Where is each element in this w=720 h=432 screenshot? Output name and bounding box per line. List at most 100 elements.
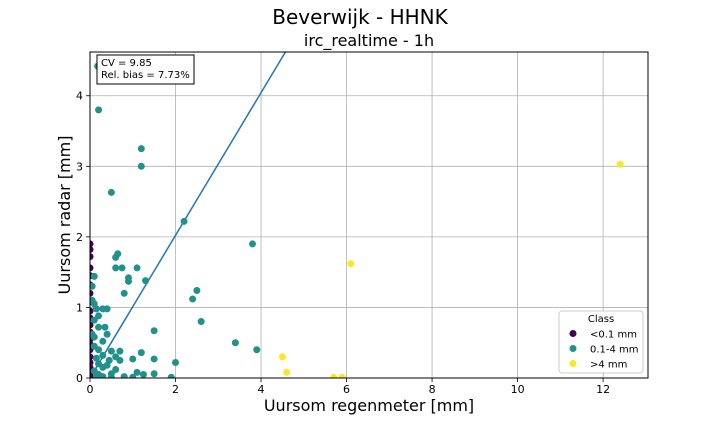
- data-point-0-1-to-4: [150, 370, 158, 378]
- data-point-0-1-to-4: [129, 355, 137, 363]
- data-point-0-1-to-4: [133, 368, 141, 376]
- legend-marker: [569, 360, 577, 367]
- data-point-lt-0-1: [90, 307, 94, 315]
- data-point-0-1-to-4: [99, 337, 107, 345]
- data-point-0-1-to-4: [253, 346, 261, 354]
- data-point-0-1-to-4: [139, 370, 147, 378]
- data-point-0-1-to-4: [95, 323, 103, 331]
- data-point-0-1-to-4: [120, 373, 128, 378]
- annotation-box: CV = 9.85 Rel. bias = 7.73%: [96, 54, 195, 85]
- data-point-0-1-to-4: [137, 349, 145, 357]
- annotation-frame: [96, 54, 195, 85]
- legend-label: 0.1-4 mm: [590, 345, 639, 356]
- data-point-0-1-to-4: [95, 312, 103, 320]
- data-point-0-1-to-4: [150, 327, 158, 335]
- data-point-gt-4: [347, 260, 355, 268]
- data-point-lt-0-1: [90, 264, 94, 272]
- data-point-0-1-to-4: [92, 305, 100, 313]
- chart-suptitle: Beverwijk - HHNK: [272, 5, 448, 29]
- data-point-0-1-to-4: [112, 366, 120, 374]
- legend-title: Class: [588, 314, 614, 325]
- data-point-0-1-to-4: [129, 373, 137, 378]
- data-point-0-1-to-4: [92, 354, 100, 362]
- data-point-0-1-to-4: [142, 277, 150, 285]
- data-point-lt-0-1: [90, 240, 94, 248]
- x-axis-label: Uursom regenmeter [mm]: [264, 396, 474, 415]
- legend-marker: [569, 345, 577, 352]
- plot-frame: [89, 51, 649, 379]
- y-tick-label: 3: [76, 160, 83, 173]
- data-point-gt-4: [338, 373, 346, 378]
- data-point-0-1-to-4: [133, 264, 141, 272]
- y-tick-label: 2: [76, 231, 83, 244]
- data-point-0-1-to-4: [107, 188, 115, 196]
- data-point-0-1-to-4: [112, 264, 120, 272]
- data-point-0-1-to-4: [150, 355, 158, 363]
- data-point-0-1-to-4: [189, 295, 197, 303]
- data-point-0-1-to-4: [118, 264, 126, 272]
- annotation-bias: Rel. bias = 7.73%: [101, 70, 190, 81]
- data-point-0-1-to-4: [124, 277, 132, 285]
- y-axis-label: Uursom radar [mm]: [55, 136, 74, 295]
- data-point-0-1-to-4: [116, 356, 124, 364]
- data-point-0-1-to-4: [99, 351, 107, 359]
- x-tick-label: 12: [596, 383, 610, 396]
- data-point-0-1-to-4: [120, 289, 128, 297]
- data-point-gt-4: [330, 373, 338, 378]
- grid: [89, 52, 648, 379]
- data-point-0-1-to-4: [116, 347, 124, 355]
- data-point-0-1-to-4: [95, 106, 103, 114]
- data-point-0-1-to-4: [103, 330, 111, 338]
- y-tick-label: 4: [76, 90, 83, 103]
- data-point-0-1-to-4: [90, 282, 96, 290]
- data-point-lt-0-1: [90, 321, 94, 329]
- data-point-0-1-to-4: [137, 145, 145, 153]
- legend-label: >4 mm: [590, 360, 627, 371]
- data-point-0-1-to-4: [172, 358, 180, 366]
- data-point-0-1-to-4: [101, 323, 109, 331]
- data-point-0-1-to-4: [248, 240, 256, 248]
- data-point-0-1-to-4: [99, 373, 107, 378]
- data-point-0-1-to-4: [92, 373, 100, 378]
- fit-line: [90, 52, 287, 378]
- y-tick-label: 0: [76, 372, 83, 385]
- data-point-lt-0-1: [90, 253, 94, 261]
- data-points: [90, 62, 624, 378]
- x-tick-label: 6: [343, 383, 350, 396]
- data-point-lt-0-1: [90, 289, 94, 297]
- data-point-gt-4: [283, 368, 291, 376]
- data-point-0-1-to-4: [180, 217, 188, 225]
- data-point-0-1-to-4: [90, 316, 98, 324]
- x-tick-label: 4: [258, 383, 265, 396]
- data-point-0-1-to-4: [95, 346, 103, 354]
- legend-entries: <0.1 mm 0.1-4 mm >4 mm: [569, 330, 639, 371]
- data-point-0-1-to-4: [107, 347, 115, 355]
- data-point-gt-4: [616, 160, 624, 168]
- annotation-cv: CV = 9.85: [101, 58, 152, 69]
- data-point-0-1-to-4: [103, 305, 111, 313]
- x-tick-label: 2: [172, 383, 179, 396]
- data-point-0-1-to-4: [90, 272, 98, 280]
- y-tick-label: 1: [76, 301, 83, 314]
- data-point-0-1-to-4: [112, 253, 120, 261]
- legend-marker: [569, 330, 577, 337]
- chart-title: irc_realtime - 1h: [304, 31, 434, 51]
- legend-label: <0.1 mm: [590, 330, 637, 341]
- legend: Class <0.1 mm 0.1-4 mm >4 mm: [558, 310, 644, 374]
- data-point-gt-4: [278, 353, 286, 361]
- x-tick-label: 8: [429, 383, 436, 396]
- data-point-0-1-to-4: [231, 339, 239, 347]
- data-point-lt-0-1: [90, 246, 94, 254]
- x-tick-label: 10: [511, 383, 525, 396]
- data-point-0-1-to-4: [137, 162, 145, 170]
- fit-line-segment: [90, 52, 287, 378]
- data-point-lt-0-1: [90, 353, 94, 361]
- x-tick-label: 0: [87, 383, 94, 396]
- data-point-0-1-to-4: [193, 287, 201, 295]
- data-point-0-1-to-4: [197, 318, 205, 326]
- data-point-0-1-to-4: [99, 363, 107, 371]
- data-point-0-1-to-4: [167, 373, 175, 378]
